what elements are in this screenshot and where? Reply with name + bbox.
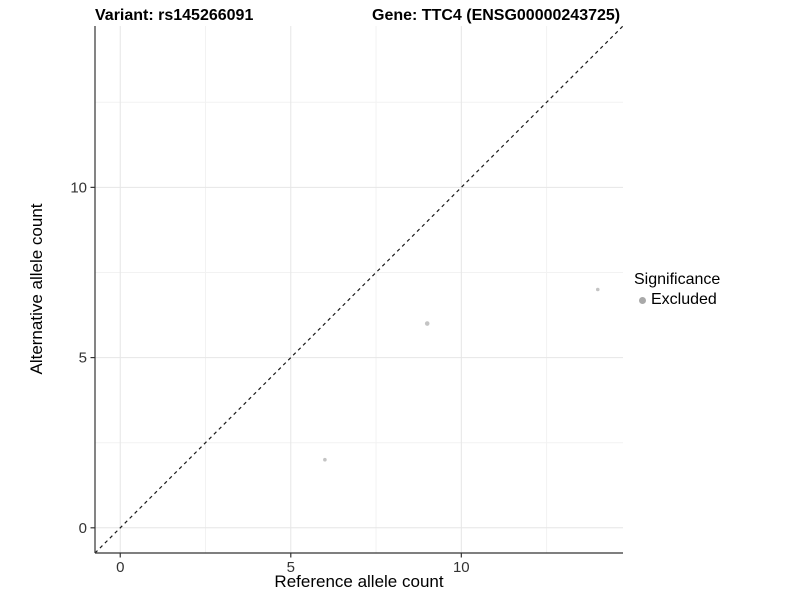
legend-item-label: Excluded (651, 291, 717, 308)
legend-item-excluded: Excluded (634, 291, 720, 309)
data-point (323, 457, 327, 462)
legend: Significance Excluded (634, 271, 720, 309)
y-tick-label: 5 (79, 350, 87, 367)
x-tick-label: 5 (287, 559, 295, 576)
excluded-point-icon (639, 296, 646, 304)
variant-title: Variant: rs145266091 (95, 7, 254, 24)
x-tick-label: 0 (116, 559, 124, 576)
identity-dashed-line (94, 25, 624, 554)
y-axis-title: Alternative allele count (27, 203, 46, 375)
gene-title: Gene: TTC4 (ENSG00000243725) (372, 7, 621, 24)
data-point (595, 287, 600, 292)
y-tick-label: 0 (79, 520, 87, 537)
x-tick-label: 10 (453, 559, 470, 576)
x-axis-title: Reference allele count (274, 572, 444, 591)
legend-title: Significance (634, 271, 721, 288)
data-point (424, 321, 430, 326)
y-tick-label: 10 (70, 179, 87, 196)
